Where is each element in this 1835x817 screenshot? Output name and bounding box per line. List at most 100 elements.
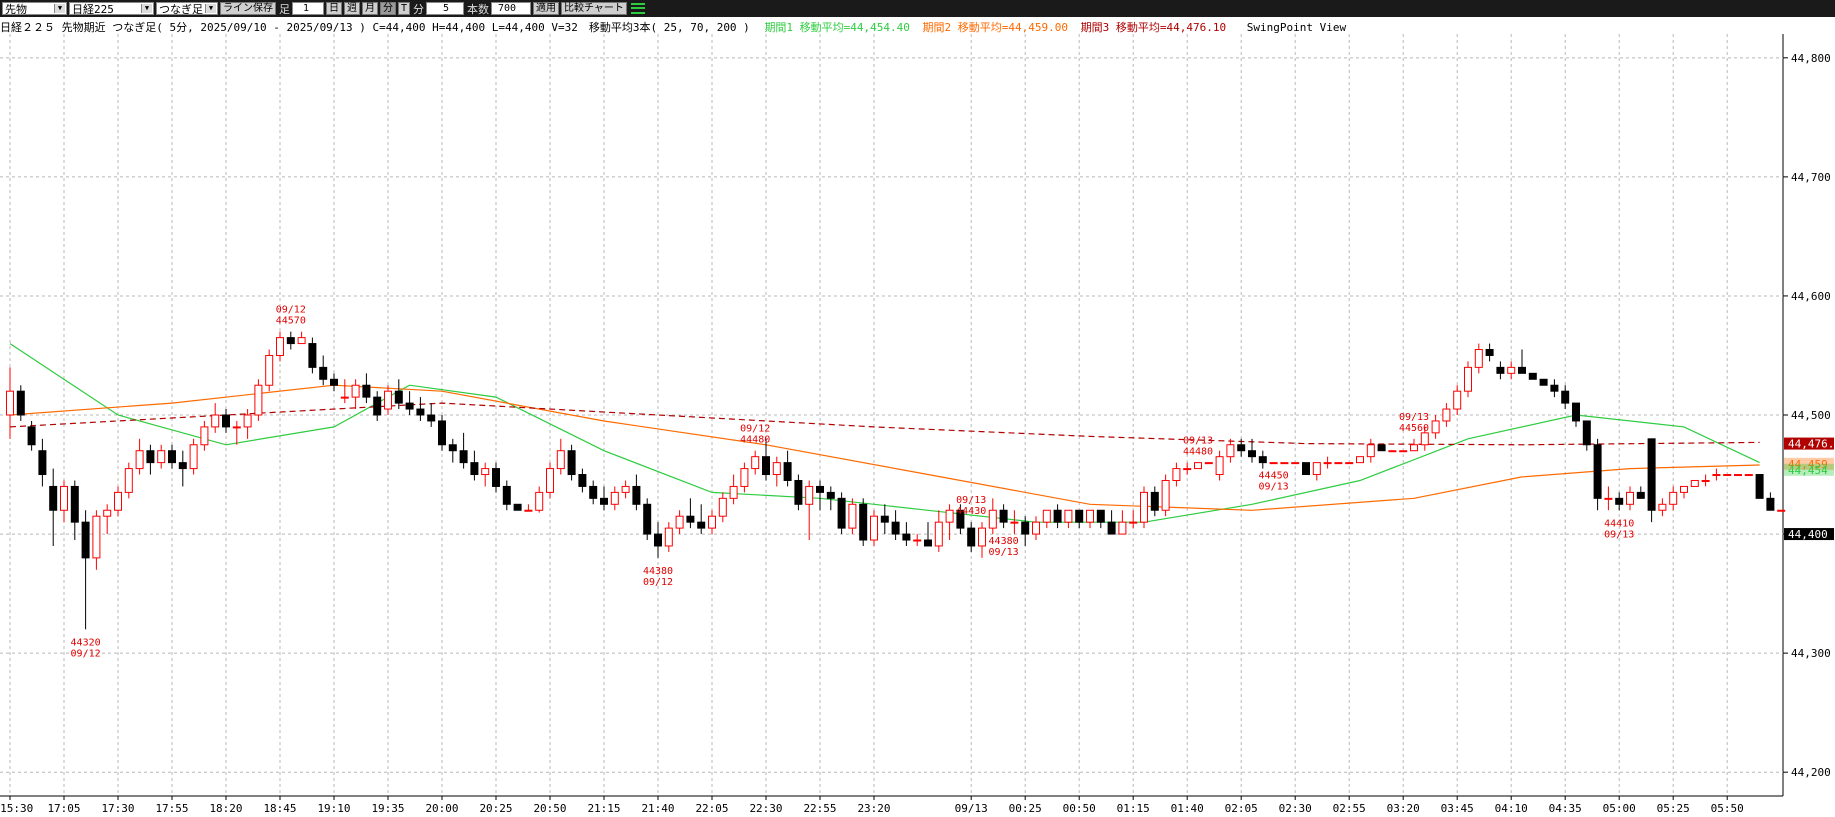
candle (297, 331, 306, 345)
period-number-input[interactable]: 1 (292, 2, 324, 15)
swing-label: 44480 (1183, 447, 1213, 458)
bars-value-input[interactable]: 700 (491, 2, 532, 15)
candle-body (459, 450, 468, 464)
candle-body (146, 450, 155, 464)
minute-button[interactable]: 分 (380, 2, 396, 15)
candle-body (1582, 420, 1591, 446)
candle (1366, 438, 1375, 463)
candle-body (1474, 349, 1483, 368)
candle-body (1701, 479, 1710, 482)
candle-body (524, 509, 533, 512)
candle (1334, 462, 1343, 465)
tick-button[interactable]: T (398, 2, 411, 15)
candle-body (254, 384, 263, 416)
candle (1518, 349, 1526, 374)
candle (211, 403, 220, 433)
candle (1485, 343, 1494, 362)
candle-body (772, 462, 781, 476)
menu-lines-icon[interactable] (630, 3, 645, 14)
candle-body (1323, 462, 1332, 465)
candle-body (1096, 509, 1105, 523)
swing-label: 09/13 (956, 495, 986, 506)
candle-body (794, 479, 803, 505)
chevron-down-icon: ▼ (54, 4, 65, 13)
candle (654, 522, 662, 558)
candle-body (232, 426, 241, 429)
candle (1323, 456, 1332, 469)
candle-body (1712, 474, 1721, 477)
x-tick-label: 09/13 (955, 802, 988, 815)
month-button[interactable]: 月 (362, 2, 378, 15)
market-select[interactable]: 先物 ▼ (2, 2, 67, 16)
candle-body (643, 503, 652, 535)
swing-label: 44380 (989, 536, 1019, 547)
candle (1593, 438, 1602, 511)
candle (1053, 504, 1062, 529)
candle (556, 438, 565, 475)
candle-body (837, 497, 846, 529)
chart-kind-select[interactable]: つなぎ足 ▼ (156, 2, 218, 16)
candle-body (373, 396, 382, 416)
candle-body (1572, 402, 1580, 422)
x-tick-label: 04:10 (1495, 802, 1528, 815)
candle-body (718, 497, 727, 517)
candle (1096, 509, 1105, 529)
apply-button[interactable]: 適用 (533, 2, 560, 15)
candle-body (956, 509, 965, 529)
x-tick-label: 05:25 (1657, 802, 1690, 815)
candle-body (1518, 366, 1526, 374)
candle-body (1237, 444, 1246, 452)
candle (351, 379, 360, 410)
candle (1280, 462, 1289, 465)
candle (319, 355, 328, 386)
swing-label: 09/12 (643, 577, 673, 588)
chart-grid (0, 34, 1784, 797)
candle (1010, 510, 1019, 535)
candle-body (1496, 366, 1505, 374)
candle (1291, 462, 1300, 465)
candle-body (967, 527, 976, 547)
candle (621, 480, 630, 499)
candle-body (1118, 521, 1127, 535)
candles (6, 331, 1786, 630)
candle-body (556, 450, 565, 470)
candle-body (978, 527, 986, 547)
x-tick-label: 22:55 (803, 802, 836, 815)
candle-body (1420, 432, 1429, 446)
candle-body (189, 444, 198, 470)
candle-body (600, 497, 608, 505)
candle-body (1399, 450, 1408, 453)
candle-body (945, 509, 954, 523)
candle-body (92, 515, 101, 559)
candle-body (708, 515, 716, 529)
candle (1172, 462, 1181, 487)
candle (340, 379, 349, 404)
candle (1312, 462, 1321, 481)
symbol-select[interactable]: 日経225 ▼ (69, 2, 154, 16)
price-tag-bg (1784, 528, 1834, 541)
candle (643, 498, 652, 541)
week-button[interactable]: 週 (344, 2, 360, 15)
minute-value-input[interactable]: 5 (426, 2, 465, 15)
day-button[interactable]: 日 (326, 2, 342, 15)
candle-body (1453, 390, 1462, 410)
candle-body (114, 491, 122, 511)
candle (81, 510, 90, 630)
line-save-button[interactable]: ライン保存 (220, 2, 276, 15)
x-axis: 2 15:30 17:05 17:30 17:55 18:20 18:45 19:10 19:… (0, 796, 1744, 815)
candle (675, 510, 684, 535)
swing-label: 44430 (956, 506, 986, 517)
candle-body (1107, 521, 1116, 535)
compare-chart-button[interactable]: 比較チャート (561, 2, 627, 15)
candle (1539, 378, 1548, 386)
candle-body (1345, 462, 1354, 465)
price-tag: 44,459 (1784, 457, 1834, 471)
swing-label: 44570 (276, 316, 306, 327)
candle-body (340, 396, 349, 399)
candle (168, 444, 176, 469)
price-tag-label: 44,459 (1788, 458, 1828, 471)
x-tick-label: 05:50 (1711, 802, 1744, 815)
candle (1204, 462, 1213, 465)
candle (1345, 462, 1354, 465)
